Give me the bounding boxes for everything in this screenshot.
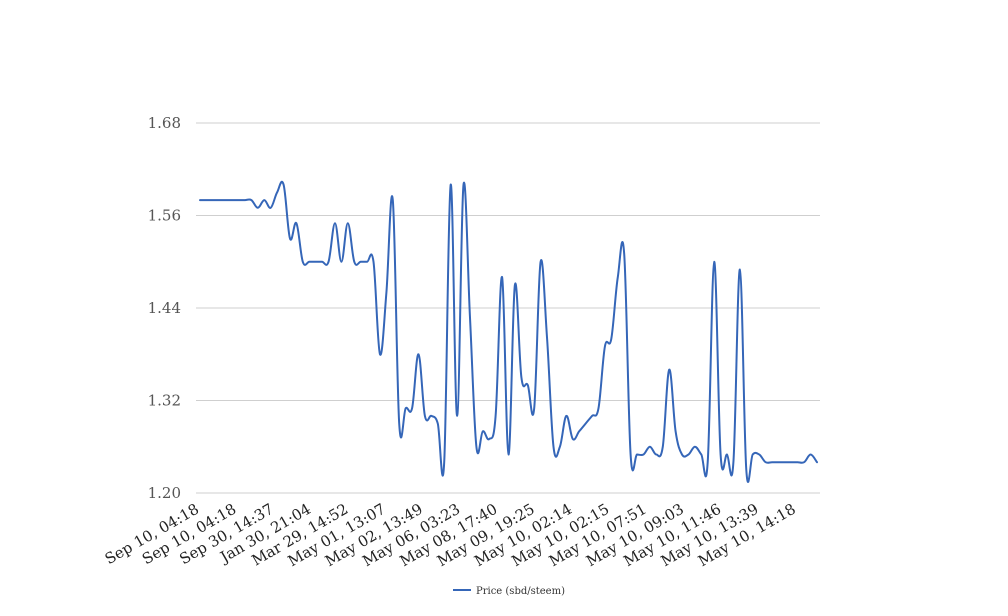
y-axis-ticks: 1.20 1.32 1.44 1.56 1.68 <box>148 114 181 502</box>
y-tick-label: 1.68 <box>148 114 181 132</box>
legend: Price (sbd/steem) <box>453 586 565 597</box>
legend-label: Price (sbd/steem) <box>476 586 565 597</box>
y-tick-label: 1.56 <box>148 207 181 225</box>
y-tick-label: 1.32 <box>148 392 181 410</box>
y-tick-label: 1.20 <box>148 484 181 502</box>
series-line-0 <box>199 180 818 483</box>
series-layer <box>199 180 818 483</box>
y-tick-label: 1.44 <box>148 299 181 317</box>
gridlines <box>196 122 820 494</box>
